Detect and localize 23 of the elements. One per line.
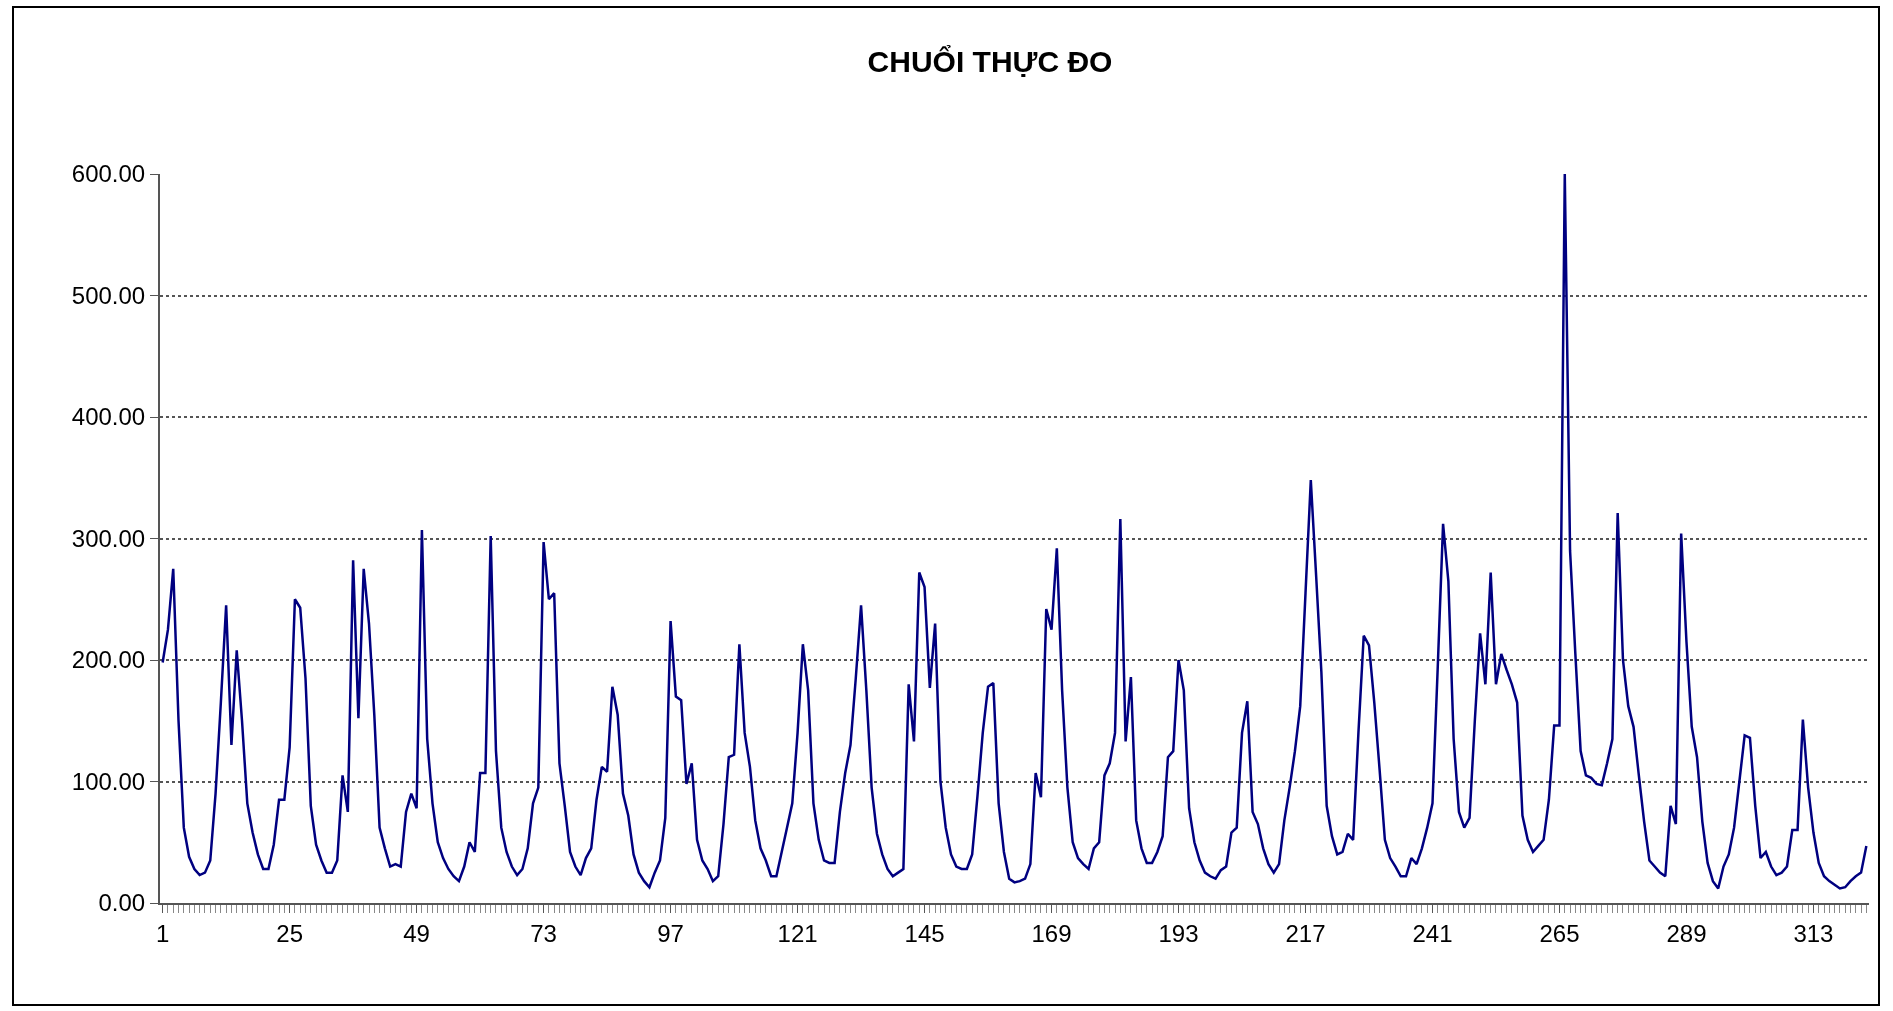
x-tick-label: 49 xyxy=(403,919,430,947)
x-tick-label: 73 xyxy=(530,919,557,947)
y-tick-label: 200.00 xyxy=(71,646,146,674)
y-tick-label: 600.00 xyxy=(71,160,146,188)
x-tick-label: 121 xyxy=(777,919,818,947)
x-tick-label: 241 xyxy=(1412,919,1453,947)
x-tick-label: 217 xyxy=(1285,919,1326,947)
x-tick-label: 193 xyxy=(1158,919,1199,947)
x-tick-label: 1 xyxy=(155,919,170,947)
x-tick-label: 289 xyxy=(1666,919,1707,947)
y-tick-label: 400.00 xyxy=(71,403,146,431)
y-tick-label: 300.00 xyxy=(71,524,146,552)
x-tick-label: 169 xyxy=(1031,919,1072,947)
x-tick-label: 265 xyxy=(1539,919,1580,947)
x-tick-label: 145 xyxy=(904,919,945,947)
x-tick-label: 25 xyxy=(276,919,303,947)
chart-title: CHUỔI THỰC ĐO xyxy=(867,44,1113,78)
line-series xyxy=(161,174,1868,890)
y-tick-label: 500.00 xyxy=(71,281,146,309)
y-tick-label: 0.00 xyxy=(98,889,146,917)
x-tick-label: 313 xyxy=(1793,919,1834,947)
y-tick-label: 100.00 xyxy=(71,767,146,795)
x-tick-label: 97 xyxy=(657,919,684,947)
